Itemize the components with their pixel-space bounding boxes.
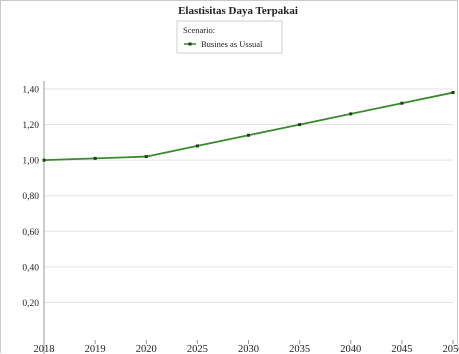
x-tick-label: 2020 bbox=[136, 344, 157, 354]
x-tick-label: 2025 bbox=[187, 344, 208, 354]
legend: Scenario: Busines as Ussual bbox=[176, 20, 283, 54]
x-tick-label: 2019 bbox=[85, 344, 106, 354]
x-tick-label: 2035 bbox=[289, 344, 310, 354]
series-line bbox=[43, 91, 454, 162]
x-tick-label: 2030 bbox=[238, 344, 259, 354]
y-tick-label: 1,00 bbox=[22, 157, 39, 167]
data-point bbox=[400, 101, 404, 105]
data-point bbox=[144, 155, 148, 159]
legend-title: Scenario: bbox=[183, 25, 215, 35]
y-tick-label: 1,20 bbox=[22, 121, 39, 131]
y-tick-label: 0,60 bbox=[22, 228, 39, 238]
chart-title: Elastisitas Daya Terpakai bbox=[178, 5, 298, 17]
y-tick-label: 0,20 bbox=[22, 299, 39, 309]
legend-series-marker bbox=[188, 42, 192, 46]
legend-box bbox=[176, 20, 283, 54]
y-tick-label: 1,40 bbox=[22, 86, 39, 96]
legend-series-label: Busines as Ussual bbox=[201, 39, 263, 49]
y-tick-label: 0,80 bbox=[22, 192, 39, 202]
x-tick-label: 2050 bbox=[443, 344, 459, 354]
data-point bbox=[42, 158, 46, 162]
data-point bbox=[247, 133, 250, 137]
data-point bbox=[451, 91, 455, 95]
data-point bbox=[93, 156, 97, 160]
data-point bbox=[195, 144, 199, 148]
gridlines bbox=[44, 88, 453, 303]
data-point bbox=[298, 123, 302, 127]
x-axis-ticks: 201820192020202520302035204020452050 bbox=[34, 340, 459, 354]
series-busines-as-ussual bbox=[42, 91, 455, 162]
y-axis-ticks: 1,40 1,20 1,00 0,80 0,60 0,40 0,20 bbox=[22, 86, 39, 309]
x-tick-label: 2040 bbox=[340, 344, 361, 354]
y-tick-label: 0,40 bbox=[22, 263, 39, 273]
x-tick-label: 2045 bbox=[391, 344, 412, 354]
data-point bbox=[349, 112, 353, 116]
